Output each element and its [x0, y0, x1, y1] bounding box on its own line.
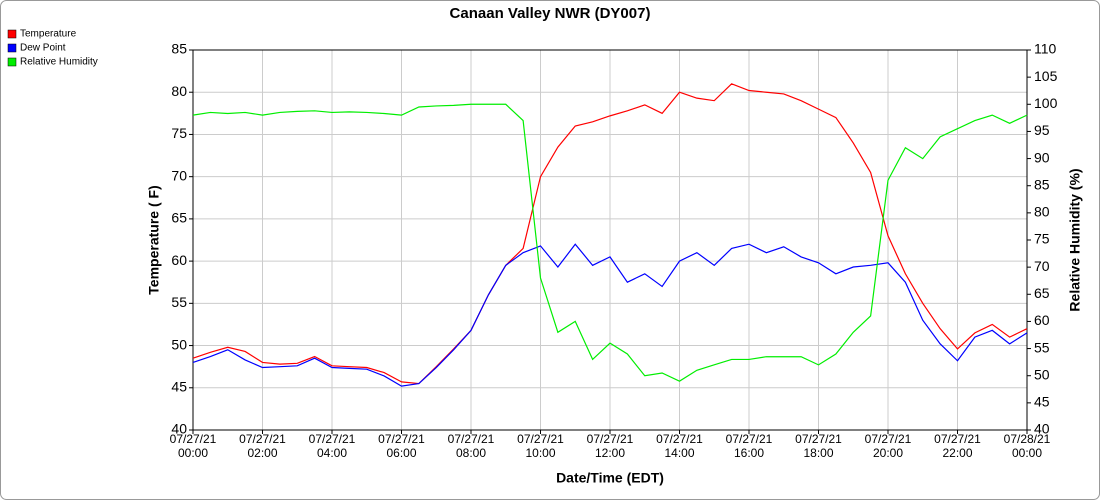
- y2-tick-label: 95: [1034, 122, 1050, 138]
- legend: Temperature Dew Point Relative Humidity: [7, 29, 98, 68]
- y-tick-label: 70: [171, 167, 187, 183]
- y2-tick-label: 90: [1034, 149, 1050, 165]
- y2-tick-label: 60: [1034, 312, 1050, 328]
- series-line: [192, 103, 1028, 382]
- legend-swatch: [7, 43, 17, 53]
- legend-label: Dew Point: [20, 43, 66, 54]
- y2-tick-label: 55: [1034, 339, 1050, 355]
- y2-tick-label: 110: [1034, 41, 1057, 57]
- y-axis-label: Temperature ( F): [146, 185, 162, 294]
- plot-border: [192, 49, 1028, 431]
- x-tick-label: 07/27/21 06:00: [378, 432, 425, 460]
- x-tick-label: 07/27/21 12:00: [587, 432, 634, 460]
- x-tick-label: 07/27/21 10:00: [517, 432, 564, 460]
- y-tick-label: 60: [171, 252, 187, 268]
- x-axis-label: Date/Time (EDT): [556, 470, 664, 486]
- legend-label: Relative Humidity: [20, 57, 98, 68]
- y-tick-label: 75: [171, 125, 187, 141]
- y2-tick-label: 45: [1034, 394, 1050, 410]
- y-tick-label: 50: [171, 336, 187, 352]
- x-tick-label: 07/27/21 20:00: [865, 432, 912, 460]
- series-line: [192, 243, 1028, 387]
- y2-tick-label: 50: [1034, 366, 1050, 382]
- y2-tick-label: 105: [1034, 68, 1058, 84]
- x-tick-label: 07/27/21 18:00: [795, 432, 842, 460]
- x-tick-label: 07/27/21 14:00: [656, 432, 703, 460]
- x-tick-label: 07/27/21 04:00: [309, 432, 356, 460]
- chart-title: Canaan Valley NWR (DY007): [450, 5, 651, 22]
- y-tick-label: 85: [171, 41, 187, 57]
- x-tick-label: 07/27/21 16:00: [726, 432, 773, 460]
- y-tick-label: 65: [171, 210, 187, 226]
- x-tick-label: 07/27/21 00:00: [170, 432, 217, 460]
- y2-tick-label: 80: [1034, 204, 1050, 220]
- y2-tick-label: 40: [1034, 421, 1050, 437]
- legend-label: Temperature: [20, 29, 77, 40]
- y2-axis-label: Relative Humidity (%): [1067, 168, 1083, 311]
- legend-swatch: [7, 57, 17, 67]
- x-tick-label: 07/27/21 22:00: [934, 432, 981, 460]
- y2-tick-label: 65: [1034, 285, 1050, 301]
- legend-swatch: [7, 29, 17, 39]
- y-tick-label: 45: [171, 378, 187, 394]
- x-tick-label: 07/27/21 02:00: [239, 432, 286, 460]
- x-tick-label: 07/27/21 08:00: [448, 432, 495, 460]
- y2-tick-label: 75: [1034, 231, 1050, 247]
- y2-tick-label: 100: [1034, 95, 1058, 111]
- y-tick-label: 40: [171, 421, 187, 437]
- y-tick-label: 55: [171, 294, 187, 310]
- y-tick-label: 80: [171, 83, 187, 99]
- y2-tick-label: 85: [1034, 176, 1050, 192]
- series-line: [192, 83, 1028, 385]
- y2-tick-label: 70: [1034, 258, 1050, 274]
- x-tick-label: 07/28/21 00:00: [1004, 432, 1051, 460]
